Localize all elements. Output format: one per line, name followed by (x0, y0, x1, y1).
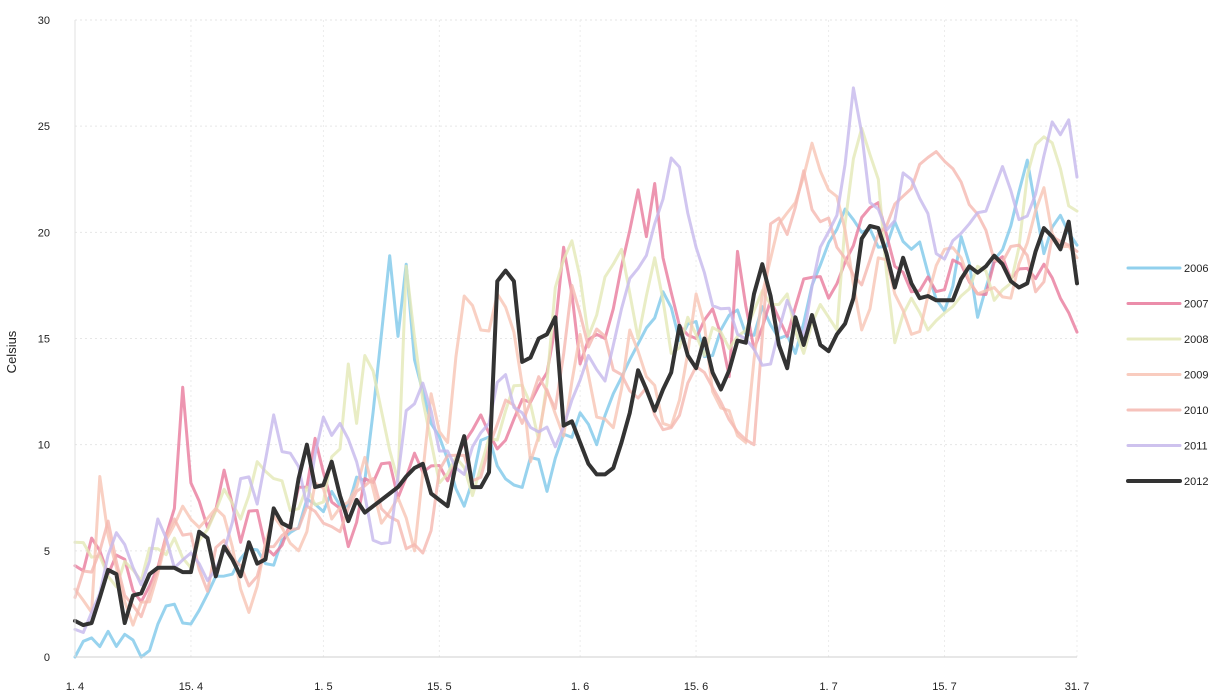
y-tick-label: 5 (44, 546, 50, 558)
y-tick-label: 25 (38, 121, 50, 133)
series-line-2008 (73, 126, 1079, 589)
series-line-2011 (73, 86, 1079, 634)
series-line-2007 (73, 182, 1079, 604)
legend-label-2011: 2011 (1184, 441, 1208, 453)
x-tick-label: 31. 7 (1065, 681, 1089, 693)
series-line-2012 (73, 219, 1079, 628)
series-line-2009 (73, 141, 1079, 627)
axis-layer: 0 5 10 15 20 25 30 1. 4 15. 4 1. 5 15. 5 1. 6 15. 6 1… (38, 15, 1089, 693)
x-tick-label: 1. 4 (66, 681, 84, 693)
x-tick-label: 1. 5 (314, 681, 332, 693)
x-tick-label: 15. 6 (684, 681, 708, 693)
x-tick-label: 15. 4 (179, 681, 203, 693)
legend-label-2012: 2012 (1184, 476, 1208, 488)
legend: 2006 2007 2008 2009 2010 2011 2012 (1126, 263, 1208, 488)
x-tick-label: 15. 7 (932, 681, 956, 693)
legend-label-2006: 2006 (1184, 263, 1208, 275)
y-tick-label: 10 (38, 440, 50, 452)
series-line-2006 (73, 158, 1079, 659)
y-tick-label: 30 (38, 15, 50, 27)
legend-label-2009: 2009 (1184, 370, 1208, 382)
grid-layer (74, 19, 1078, 658)
y-tick-label: 15 (38, 334, 50, 346)
x-tick-label: 1. 6 (571, 681, 589, 693)
x-tick-label: 1. 7 (819, 681, 837, 693)
legend-label-2010: 2010 (1184, 405, 1208, 417)
legend-label-2007: 2007 (1184, 299, 1208, 311)
x-tick-label: 15. 5 (427, 681, 451, 693)
y-axis-title: Celsius (4, 330, 19, 373)
legend-label-2008: 2008 (1184, 334, 1208, 346)
y-tick-label: 0 (44, 652, 50, 664)
series-layer (73, 86, 1079, 659)
y-tick-label: 20 (38, 227, 50, 239)
